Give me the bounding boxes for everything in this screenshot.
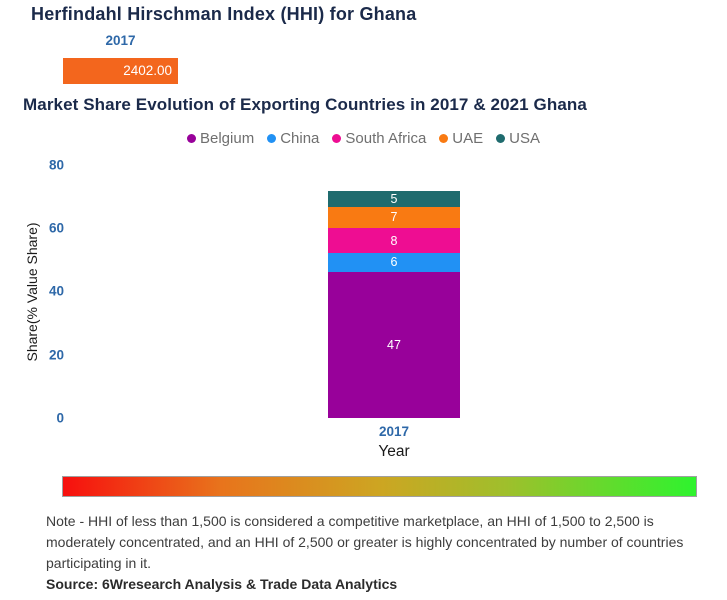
y-tick-label: 80 [48,157,64,173]
y-tick-label: 60 [48,220,64,236]
hhi-bar-value: 2402.00 [123,63,172,78]
legend-item-usa: USA [496,130,540,147]
legend-item-china: China [267,130,319,147]
legend-label: UAE [452,129,484,147]
stacked-bar-2017: 5 7 8 6 47 [328,190,460,418]
note-line: participating in it. [46,555,152,571]
legend-dot-icon [267,133,277,143]
market-share-chart-title: Market Share Evolution of Exporting Coun… [23,95,587,114]
note-line: Note - HHI of less than 1,500 is conside… [46,513,654,529]
y-tick-label: 20 [48,347,64,363]
bar-segment-usa: 5 [328,190,460,207]
y-tick-label: 40 [48,283,64,299]
note-line: moderately concentrated, and an HHI of 2… [46,534,684,550]
bar-segment-china: 6 [328,253,460,272]
legend-label: Belgium [200,129,255,147]
hhi-gradient-bar [62,476,697,497]
x-tick-label: 2017 [378,424,410,439]
bar-segment-value: 6 [390,255,398,270]
bar-segment-value: 5 [390,191,398,206]
y-tick-label: 0 [56,410,64,426]
bar-segment-value: 47 [387,337,401,352]
legend-dot-icon [187,133,196,143]
legend-item-uae: UAE [439,130,483,147]
bar-segment-value: 8 [390,233,398,248]
legend-label: South Africa [345,129,427,147]
note-block: Note - HHI of less than 1,500 is conside… [46,511,683,595]
hhi-bar: 2402.00 [63,58,178,84]
legend: Belgium China South Africa UAE USA [0,128,727,148]
legend-label: USA [509,129,540,147]
bar-segment-south-africa: 8 [328,228,460,254]
legend-dot-icon [496,133,506,143]
source-line: Source: 6Wresearch Analysis & Trade Data… [46,576,398,592]
hhi-chart-title: Herfindahl Hirschman Index (HHI) for Gha… [31,4,417,24]
legend-dot-icon [439,133,449,143]
legend-dot-icon [332,133,342,143]
bar-segment-value: 7 [390,210,398,225]
legend-item-south-africa: South Africa [332,130,426,147]
bar-segment-uae: 7 [328,206,460,229]
legend-item-belgium: Belgium [187,130,254,147]
bar-segment-belgium: 47 [328,271,460,418]
x-axis-title: Year [378,443,410,460]
legend-label: China [280,129,320,147]
hhi-bar-year-label: 2017 [105,33,136,48]
